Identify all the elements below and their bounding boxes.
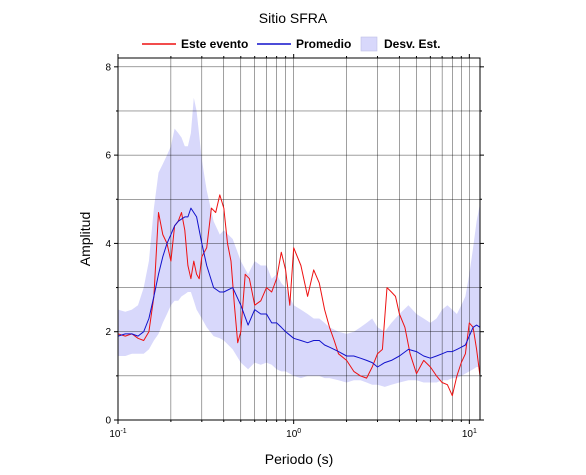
x-tick-label: 101 (462, 428, 477, 440)
grid-layer (117, 58, 480, 420)
legend-swatch-desv-est (360, 36, 378, 52)
plot-frame (117, 57, 481, 421)
x-axis-label: Periodo (s) (265, 451, 333, 467)
std-dev-band-layer (118, 97, 480, 387)
legend-label-promedio: Promedio (296, 37, 351, 51)
x-tick-label: 10-1 (109, 428, 126, 440)
y-axis-label: Amplitud (77, 212, 93, 266)
legend-label-este-evento: Este evento (181, 37, 248, 51)
y-tick-label: 6 (105, 151, 111, 162)
std-dev-band (118, 97, 480, 387)
series-line-promedio (118, 207, 480, 368)
legend: Este evento Promedio Desv. Est. (142, 36, 440, 52)
series-layer (118, 194, 480, 397)
y-tick-label: 4 (105, 239, 111, 250)
series-line-este-evento (118, 194, 480, 397)
axes-layer: 0 2 4 6 8 10-1 100 101 (105, 54, 484, 440)
x-tick-label: 100 (286, 428, 301, 440)
y-tick-label: 2 (105, 327, 111, 338)
y-tick-label: 8 (105, 62, 111, 73)
chart-title: Sitio SFRA (259, 10, 328, 26)
legend-label-desv-est: Desv. Est. (384, 37, 440, 51)
y-tick-label: 0 (105, 416, 111, 427)
